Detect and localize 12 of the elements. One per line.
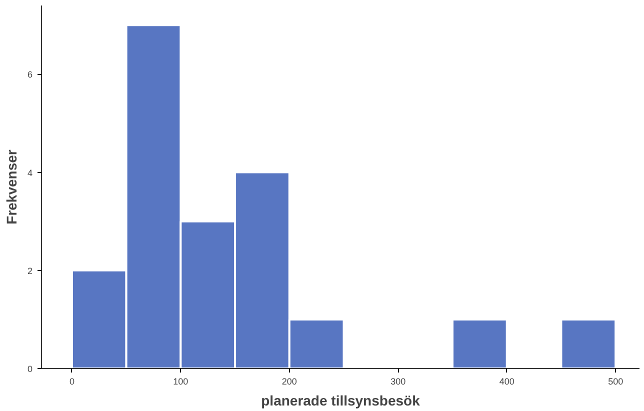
y-tick-label: 0 <box>27 364 33 374</box>
x-tick-label: 500 <box>608 376 624 386</box>
x-axis-title: planerade tillsynsbesök <box>261 392 420 408</box>
y-tick-label: 6 <box>27 70 33 80</box>
x-tick-label: 100 <box>173 376 188 386</box>
y-tick-label: 4 <box>27 168 33 178</box>
x-tick-label: 200 <box>282 376 297 386</box>
x-tick-label: 400 <box>499 376 514 386</box>
x-tick-label: 300 <box>390 376 406 386</box>
x-tick-label: 0 <box>69 376 74 386</box>
y-tick-label: 2 <box>27 266 33 276</box>
y-axis-title: Frekvenser <box>3 149 20 224</box>
